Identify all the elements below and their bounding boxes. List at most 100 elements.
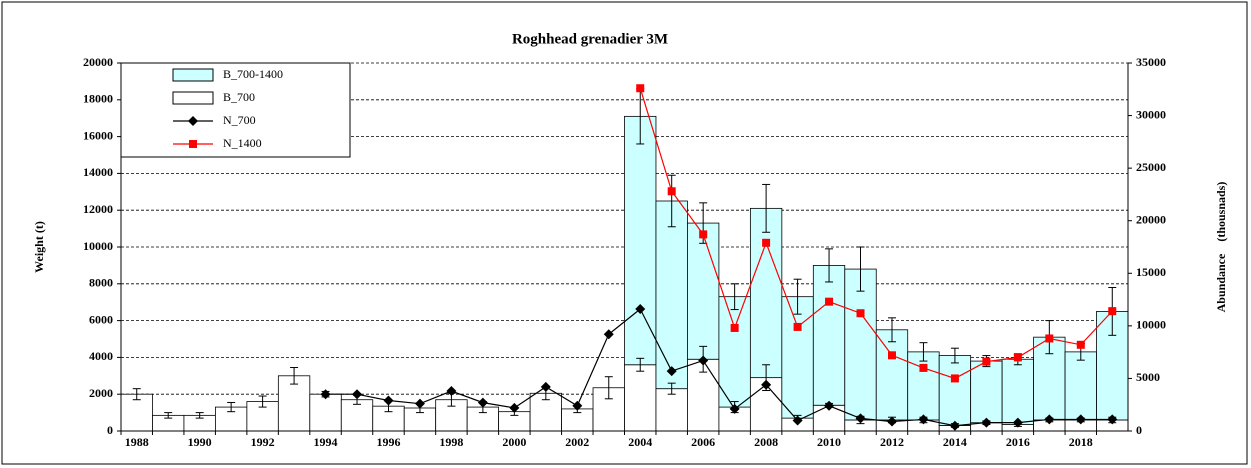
- y2-tick-label: 20000: [1136, 212, 1166, 226]
- legend-swatch: [172, 91, 214, 105]
- x-tick-label: 2008: [754, 435, 778, 449]
- line: [325, 308, 1113, 427]
- bar: [907, 351, 940, 421]
- bar: [938, 355, 972, 426]
- y2-tick-label: 10000: [1136, 318, 1166, 332]
- bar: [749, 207, 783, 379]
- line-marker: [414, 398, 425, 409]
- line-marker: [1044, 414, 1055, 425]
- x-tick-label: 2000: [502, 435, 526, 449]
- x-tick-label: 2004: [628, 435, 652, 449]
- x-tick-label: 1998: [439, 435, 463, 449]
- line-marker: [886, 416, 897, 427]
- bar: [309, 393, 342, 432]
- line-marker: [982, 357, 991, 366]
- line-marker: [383, 395, 394, 406]
- line-marker: [1076, 340, 1085, 349]
- legend-label: B_700-1400: [223, 67, 283, 81]
- y2-tick-label: 25000: [1136, 160, 1166, 174]
- line-marker: [761, 379, 772, 390]
- line-marker: [667, 187, 676, 196]
- y2-tick-label: 30000: [1136, 107, 1166, 121]
- bar: [655, 388, 688, 432]
- y-tick-label: 4000: [89, 349, 113, 363]
- x-tick-label: 1988: [125, 435, 149, 449]
- line-marker: [730, 323, 739, 332]
- line-marker: [729, 403, 740, 414]
- bar: [1001, 358, 1034, 425]
- bar: [844, 268, 877, 421]
- line-marker: [1012, 417, 1023, 428]
- line-marker: [698, 355, 709, 366]
- x-tick-label: 2018: [1069, 435, 1093, 449]
- x-tick-label: 1996: [376, 435, 400, 449]
- bar: [718, 296, 751, 408]
- line-marker: [477, 397, 488, 408]
- line-marker: [950, 374, 959, 383]
- line-marker: [1107, 414, 1118, 425]
- line-marker: [855, 413, 866, 424]
- line-marker: [603, 329, 614, 340]
- legend-label: B_700: [223, 90, 255, 104]
- line-marker: [1013, 353, 1022, 362]
- line: [639, 88, 1113, 380]
- line-marker: [320, 389, 331, 400]
- line-marker: [446, 386, 457, 397]
- bar: [875, 329, 909, 421]
- bar: [970, 360, 1003, 424]
- legend-box: [120, 62, 351, 158]
- bar: [655, 200, 688, 390]
- chart-title: Roghhead grenadier 3M: [512, 31, 668, 47]
- bar: [624, 364, 657, 432]
- line-marker: [949, 420, 960, 431]
- line-marker: [918, 414, 929, 425]
- legend-marker: [189, 140, 197, 148]
- line-marker: [856, 309, 865, 318]
- x-tick-label: 2002: [565, 435, 589, 449]
- x-tick-label: 1990: [188, 435, 212, 449]
- y2-axis-label: Abundance (thousnads): [1214, 182, 1228, 313]
- line-marker: [887, 351, 896, 360]
- y2-tick-label: 15000: [1136, 265, 1166, 279]
- line-marker: [572, 400, 583, 411]
- y2-tick-label: 0: [1136, 423, 1142, 437]
- y-tick-label: 10000: [83, 239, 113, 253]
- y-tick-label: 16000: [83, 128, 113, 142]
- legend-marker: [188, 116, 198, 126]
- bar: [120, 393, 153, 432]
- y2-tick-label: 5000: [1136, 370, 1160, 384]
- line-marker: [509, 402, 520, 413]
- line-marker: [636, 84, 645, 93]
- legend-swatch: [172, 68, 214, 82]
- y-tick-label: 6000: [89, 312, 113, 326]
- y-tick-label: 14000: [83, 165, 113, 179]
- x-tick-label: 2016: [1006, 435, 1030, 449]
- line-marker: [824, 400, 835, 411]
- x-tick-label: 2010: [817, 435, 841, 449]
- x-tick-label: 2014: [943, 435, 967, 449]
- y-tick-label: 8000: [89, 276, 113, 290]
- bar: [781, 296, 814, 419]
- line-marker: [792, 415, 803, 426]
- line-marker: [793, 322, 802, 331]
- line-marker: [352, 389, 363, 400]
- x-tick-label: 1994: [314, 435, 338, 449]
- line-marker: [1045, 334, 1054, 343]
- y-tick-label: 12000: [83, 202, 113, 216]
- line-marker: [1108, 307, 1117, 316]
- y-tick-label: 18000: [83, 92, 113, 106]
- line-marker: [666, 366, 677, 377]
- bar: [812, 264, 846, 406]
- line-marker: [919, 363, 928, 372]
- x-tick-label: 1992: [251, 435, 275, 449]
- legend-label: N_700: [223, 113, 256, 127]
- line-marker: [699, 230, 708, 239]
- x-tick-label: 2012: [880, 435, 904, 449]
- y2-tick-label: 35000: [1136, 55, 1166, 69]
- y-tick-label: 2000: [89, 386, 113, 400]
- line-marker: [635, 304, 646, 315]
- x-tick-label: 2006: [691, 435, 715, 449]
- y-axis-label: Weight (t): [32, 221, 46, 273]
